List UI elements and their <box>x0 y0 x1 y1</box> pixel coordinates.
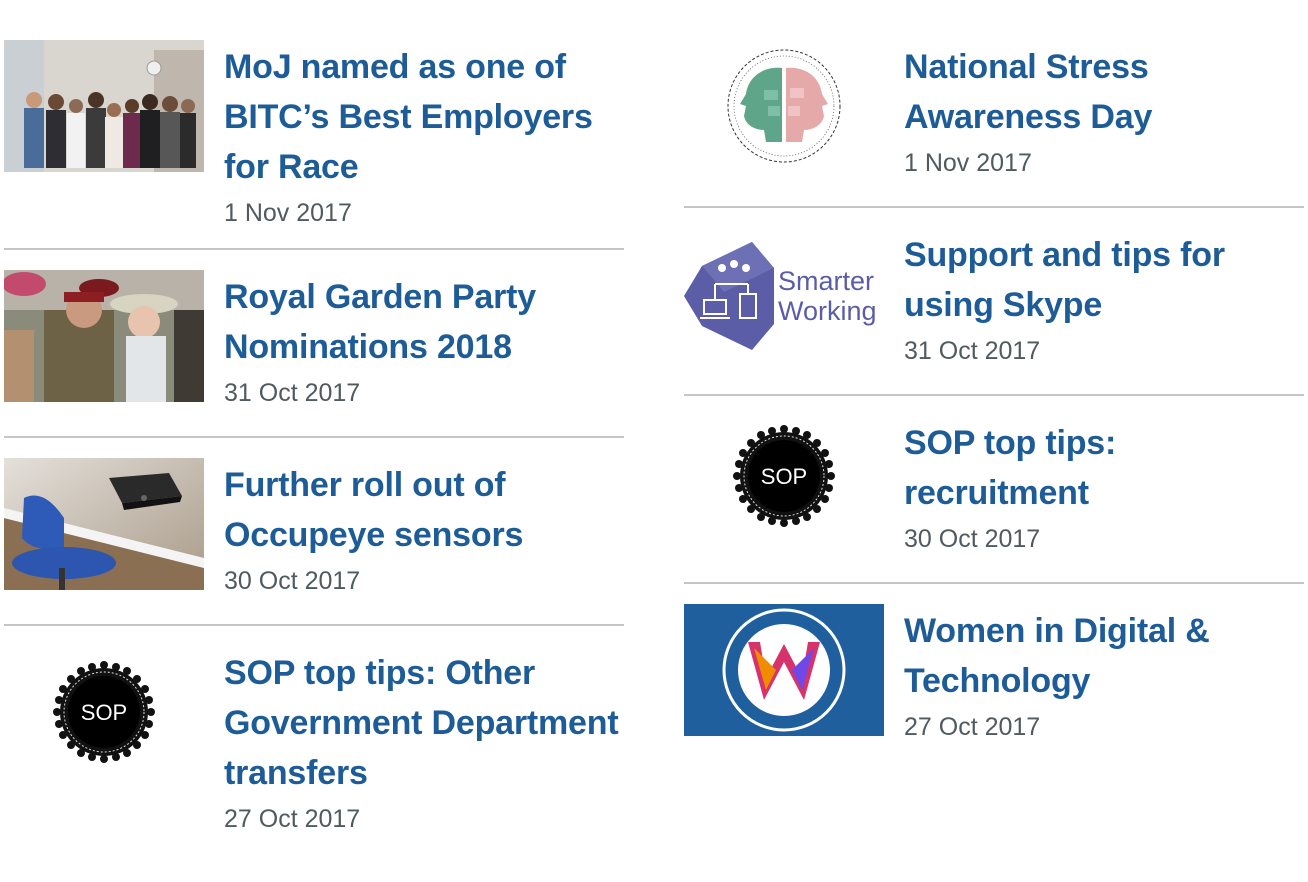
divider <box>684 394 1304 396</box>
news-list-right: National Stress Awareness Day 1 Nov 2017 <box>684 40 1304 770</box>
sop-badge-graphic: SOP <box>4 646 204 778</box>
mental-health-heads-logo[interactable] <box>684 40 884 172</box>
news-item: SOP SOP top tips: Other Government Depar… <box>4 646 624 846</box>
desk-sensor-photo-image[interactable] <box>4 458 204 590</box>
news-item-title-link[interactable]: National Stress Awareness Day <box>904 48 1153 136</box>
sop-badge-image[interactable]: SOP <box>684 416 884 548</box>
news-item-text: MoJ named as one of BITC’s Best Employer… <box>224 42 624 230</box>
smarter-logo-line2: Working <box>778 296 877 326</box>
divider <box>684 206 1304 208</box>
sop-badge-label: SOP <box>761 464 807 489</box>
desk-sensor-graphic <box>4 458 204 590</box>
group-photo-image[interactable] <box>4 40 204 172</box>
news-list-left: MoJ named as one of BITC’s Best Employer… <box>4 40 624 846</box>
women-in-digital-logo[interactable]: W <box>684 604 884 736</box>
news-item-title-link[interactable]: Women in Digital & Technology <box>904 612 1210 700</box>
sop-badge-label: SOP <box>81 700 127 725</box>
news-item-text: Support and tips for using Skype 31 Oct … <box>904 230 1304 368</box>
divider <box>4 624 624 626</box>
divider <box>684 582 1304 584</box>
mental-health-heads-graphic <box>684 40 884 172</box>
news-item-title-link[interactable]: Royal Garden Party Nominations 2018 <box>224 278 536 366</box>
group-photo-graphic <box>4 40 204 172</box>
news-item-text: Women in Digital & Technology 27 Oct 201… <box>904 606 1304 744</box>
news-item: Further roll out of Occupeye sensors 30 … <box>4 458 624 624</box>
news-item: W Women in Digital & Technology 27 Oct 2… <box>684 604 1304 770</box>
news-item-date: 30 Oct 2017 <box>904 525 1041 553</box>
news-item-text: Royal Garden Party Nominations 2018 31 O… <box>224 272 624 410</box>
news-item-title-link[interactable]: Further roll out of Occupeye sensors <box>224 466 524 554</box>
news-item-title-link[interactable]: Support and tips for using Skype <box>904 236 1225 324</box>
women-in-digital-graphic: W <box>684 604 884 736</box>
news-item-date: 27 Oct 2017 <box>904 713 1041 741</box>
news-item-text: SOP top tips: Other Government Departmen… <box>224 648 624 836</box>
smarter-logo-line1: Smarter <box>778 266 874 296</box>
smarter-working-logo[interactable]: Smarter Working <box>684 228 884 360</box>
news-item-date: 1 Nov 2017 <box>904 149 1032 177</box>
news-item: SOP SOP top tips: recruitment 30 Oct 201… <box>684 416 1304 582</box>
news-item: Royal Garden Party Nominations 2018 31 O… <box>4 270 624 436</box>
news-item-text: National Stress Awareness Day 1 Nov 2017 <box>904 42 1304 180</box>
news-item-date: 31 Oct 2017 <box>224 379 361 407</box>
news-item-text: Further roll out of Occupeye sensors 30 … <box>224 460 624 598</box>
news-item: National Stress Awareness Day 1 Nov 2017 <box>684 40 1304 206</box>
sop-badge-image[interactable]: SOP <box>4 646 204 778</box>
news-item-date: 27 Oct 2017 <box>224 805 361 833</box>
news-item-text: SOP top tips: recruitment 30 Oct 2017 <box>904 418 1304 556</box>
news-item: MoJ named as one of BITC’s Best Employer… <box>4 40 624 248</box>
news-item: Smarter Working Support and tips for usi… <box>684 228 1304 394</box>
divider <box>4 436 624 438</box>
news-item-date: 31 Oct 2017 <box>904 337 1041 365</box>
smarter-working-graphic: Smarter Working <box>684 228 884 360</box>
sop-badge-graphic: SOP <box>684 416 884 548</box>
news-item-title-link[interactable]: SOP top tips: recruitment <box>904 424 1117 512</box>
divider <box>4 248 624 250</box>
garden-party-graphic <box>4 270 204 402</box>
news-item-date: 1 Nov 2017 <box>224 199 352 227</box>
news-item-title-link[interactable]: SOP top tips: Other Government Departmen… <box>224 654 619 792</box>
garden-party-photo-image[interactable] <box>4 270 204 402</box>
news-item-title-link[interactable]: MoJ named as one of BITC’s Best Employer… <box>224 48 593 186</box>
news-item-date: 30 Oct 2017 <box>224 567 361 595</box>
